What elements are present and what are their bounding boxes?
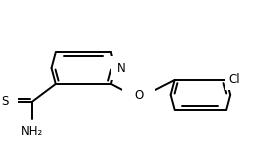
Text: NH₂: NH₂: [21, 125, 43, 138]
Text: S: S: [1, 95, 8, 108]
Text: O: O: [134, 89, 143, 102]
Text: N: N: [117, 62, 126, 75]
Text: Cl: Cl: [228, 73, 240, 86]
